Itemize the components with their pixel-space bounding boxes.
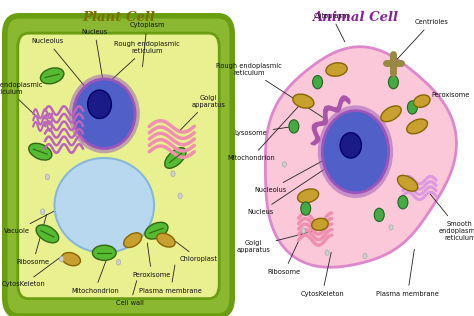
Text: Nucleolus: Nucleolus [31,38,98,102]
Text: Rough endoplasmic
reticulum: Rough endoplasmic reticulum [216,63,325,118]
Text: Golgi
apparatus: Golgi apparatus [237,231,312,253]
Ellipse shape [157,233,175,247]
Ellipse shape [283,161,286,167]
Text: Plasma membrane: Plasma membrane [376,249,439,297]
Ellipse shape [62,252,81,266]
Ellipse shape [145,222,168,239]
Ellipse shape [414,95,430,107]
Text: Cytoplasm: Cytoplasm [314,13,349,42]
Text: Peroxisome: Peroxisome [425,92,469,100]
Text: CytosKeleton: CytosKeleton [2,254,64,287]
Ellipse shape [322,111,389,193]
Ellipse shape [171,171,175,177]
Text: Chloroplast: Chloroplast [164,232,218,262]
Text: Nucleus: Nucleus [82,29,108,86]
Ellipse shape [398,175,418,191]
Ellipse shape [298,189,319,203]
Text: Golgi
apparatus: Golgi apparatus [180,94,226,131]
Ellipse shape [388,76,398,89]
Text: Cell wall: Cell wall [117,281,144,306]
Ellipse shape [301,202,311,215]
Text: Smooth
endoplasmic
reticulum: Smooth endoplasmic reticulum [428,192,474,241]
Ellipse shape [398,196,408,209]
Ellipse shape [340,133,361,158]
Ellipse shape [29,143,52,160]
Ellipse shape [325,250,329,255]
Text: Cytoplasm: Cytoplasm [129,22,164,67]
Text: Mitochondrion: Mitochondrion [71,255,118,294]
Ellipse shape [88,90,111,118]
Ellipse shape [407,119,428,134]
Ellipse shape [374,208,384,222]
Ellipse shape [55,158,154,253]
Text: Lysosome: Lysosome [235,127,291,136]
Text: Plant Cell: Plant Cell [82,11,155,24]
Ellipse shape [60,256,64,262]
FancyBboxPatch shape [18,33,219,299]
Ellipse shape [407,101,417,114]
Ellipse shape [165,148,186,168]
Ellipse shape [69,74,140,153]
Ellipse shape [289,120,299,133]
Ellipse shape [389,225,393,230]
Ellipse shape [124,233,142,247]
Ellipse shape [117,259,120,265]
Text: Animal Cell: Animal Cell [312,11,399,24]
Ellipse shape [363,253,367,258]
Ellipse shape [381,106,401,122]
Text: Mitochondrion: Mitochondrion [228,103,301,161]
Text: Nucleus: Nucleus [247,169,325,215]
Ellipse shape [293,94,314,108]
Ellipse shape [92,245,116,260]
Ellipse shape [36,225,59,243]
Ellipse shape [312,218,328,230]
Ellipse shape [313,76,322,89]
Ellipse shape [46,174,50,180]
Ellipse shape [40,68,64,84]
FancyBboxPatch shape [5,16,232,316]
Polygon shape [265,47,456,267]
Text: Plasma membrane: Plasma membrane [139,265,202,294]
Ellipse shape [301,228,305,233]
Ellipse shape [73,79,135,149]
Ellipse shape [40,209,45,215]
Ellipse shape [178,193,182,199]
Text: Ribosome: Ribosome [268,233,302,275]
Text: Rough endoplasmic
reticulum: Rough endoplasmic reticulum [73,41,180,115]
Ellipse shape [326,63,347,76]
Text: Smooth endoplasmic
reticulum: Smooth endoplasmic reticulum [0,82,42,118]
Text: Vacuole: Vacuole [4,204,69,234]
Text: CytosKeleton: CytosKeleton [301,252,344,297]
Text: Ribosome: Ribosome [17,214,50,265]
Text: Peroxisome: Peroxisome [133,243,171,278]
Text: Centrioles: Centrioles [395,19,448,61]
Text: Nucleolus: Nucleolus [254,147,348,192]
